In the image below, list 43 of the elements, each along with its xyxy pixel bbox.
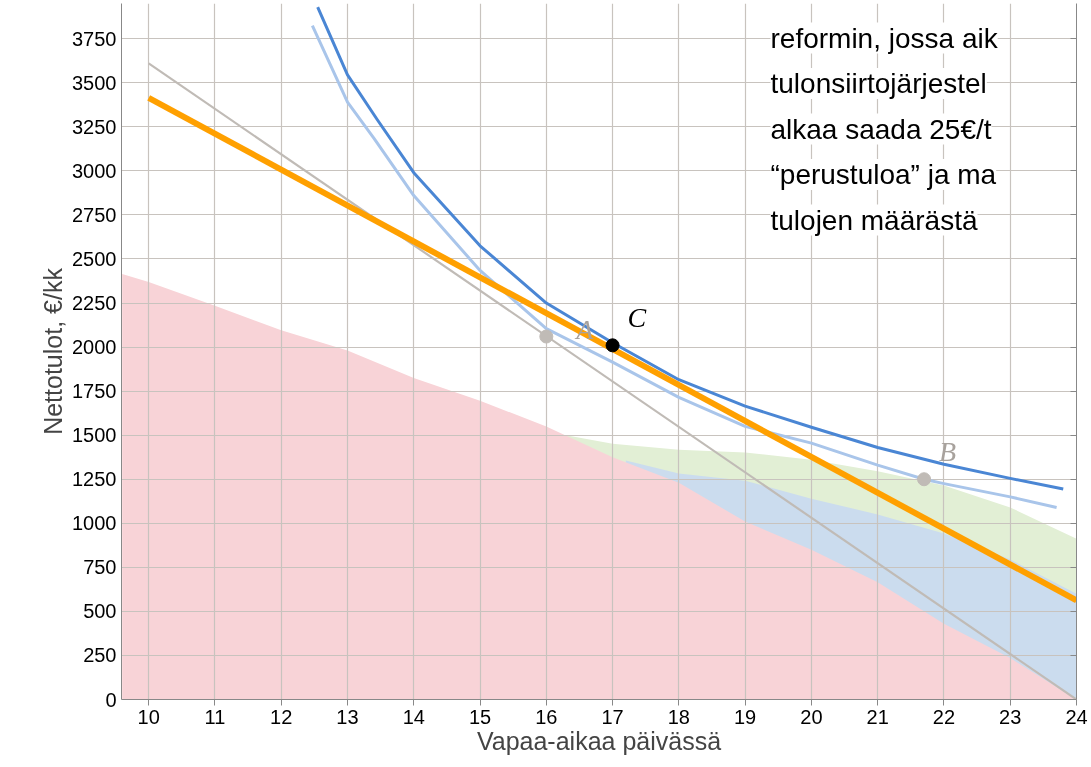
y-tick-label: 3500: [72, 71, 117, 94]
y-tick-label: 2500: [72, 247, 117, 270]
y-tick-label: 750: [83, 556, 117, 579]
point: [539, 329, 554, 344]
y-tick-label: 500: [83, 600, 117, 623]
x-tick-label: 10: [137, 705, 160, 728]
x-tick-label: 16: [535, 705, 558, 728]
point: [917, 472, 932, 487]
x-tick-label: 22: [932, 705, 956, 728]
x-tick-label: 20: [800, 705, 823, 728]
annotation: alkaa saada 25€/t: [770, 113, 992, 145]
x-tick-label: 24: [1065, 705, 1088, 728]
annotation: “perustuloa” ja ma: [770, 159, 997, 190]
y-tick-label: 1000: [72, 512, 117, 535]
y-tick-label: 1750: [72, 380, 117, 403]
y-tick-label: 2000: [72, 336, 117, 359]
x-tick-label: 11: [204, 705, 226, 728]
annotation: C: [627, 302, 647, 334]
y-tick-label: 2750: [72, 203, 117, 226]
y-axis-title: Nettotulot, €/kk: [39, 267, 68, 435]
x-tick-label: 15: [468, 705, 492, 728]
x-tick-label: 17: [601, 705, 624, 728]
x-tick-label: 23: [999, 705, 1022, 728]
y-tick-label: 250: [83, 644, 117, 667]
x-tick-label: 12: [270, 705, 293, 728]
y-tick-label: 0: [105, 688, 117, 711]
y-tick-label: 1500: [72, 424, 117, 447]
x-tick-label: 13: [336, 705, 359, 728]
y-tick-label: 1250: [72, 468, 117, 491]
y-tick-label: 3000: [72, 159, 117, 182]
annotation: tulonsiirtojärjestel: [770, 68, 987, 99]
point: [605, 338, 620, 353]
x-tick-label: 21: [866, 705, 889, 728]
annotation: tulojen määrästä: [770, 204, 978, 236]
x-tick-label: 18: [667, 705, 690, 728]
annotation: A: [574, 313, 595, 345]
x-tick-label: 19: [734, 705, 757, 728]
x-tick-label: 14: [402, 705, 425, 728]
y-tick-label: 3250: [72, 115, 117, 138]
y-tick-label: 3750: [72, 27, 117, 50]
y-tick-label: 2250: [72, 292, 117, 315]
annotation: reformin, jossa aik: [770, 22, 999, 54]
x-axis-title: Vapaa-aikaa päivässä: [476, 726, 722, 755]
